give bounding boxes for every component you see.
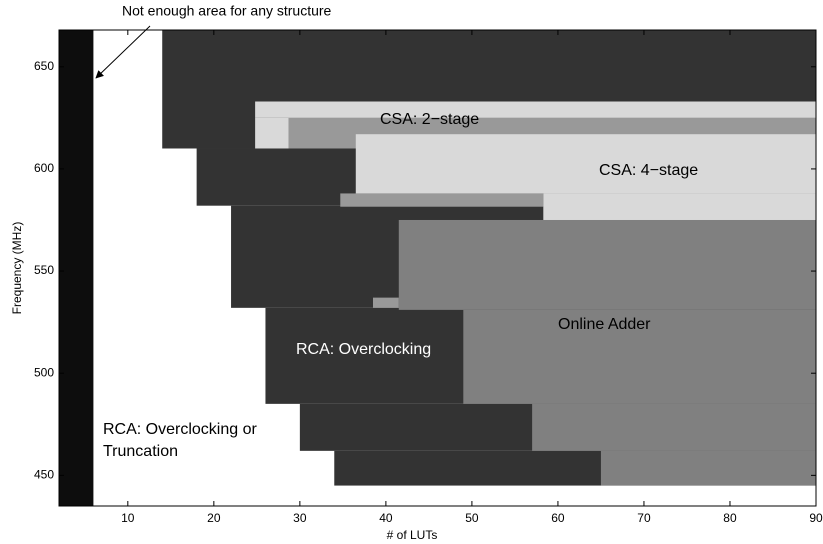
region <box>340 193 544 207</box>
x-axis-label: # of LUTs <box>387 528 438 542</box>
x-tick-label: 30 <box>293 511 307 525</box>
region <box>59 30 94 506</box>
x-tick-label: 10 <box>121 511 135 525</box>
annotation: RCA: Overclocking <box>296 341 431 358</box>
x-tick-label: 90 <box>809 511 823 525</box>
region <box>532 403 816 451</box>
region <box>372 297 399 308</box>
region <box>463 309 816 404</box>
regions <box>59 30 817 506</box>
plot-frame <box>58 29 817 507</box>
annotation: CSA: 2−stage <box>380 111 479 128</box>
annotation: Online Adder <box>558 316 651 333</box>
annotation: CSA: 4−stage <box>599 162 698 179</box>
x-tick-label: 80 <box>723 511 737 525</box>
y-tick-label: 650 <box>34 59 54 73</box>
y-tick-label: 550 <box>34 263 54 277</box>
x-tick-label: 20 <box>207 511 221 525</box>
annotation: Truncation <box>103 443 178 460</box>
region <box>255 117 289 149</box>
region <box>398 219 816 310</box>
region <box>255 101 816 118</box>
x-tick-label: 50 <box>465 511 479 525</box>
region <box>543 193 816 220</box>
annotation: Not enough area for any structure <box>122 3 332 19</box>
y-axis-label: Frequency (MHz) <box>10 222 24 315</box>
annotation: RCA: Overclocking or <box>103 421 257 438</box>
x-tick-label: 60 <box>551 511 565 525</box>
x-tick-label: 40 <box>379 511 393 525</box>
y-tick-label: 600 <box>34 161 54 175</box>
region <box>600 450 816 486</box>
region <box>355 134 816 194</box>
arrow <box>95 25 151 79</box>
y-tick-label: 500 <box>34 365 54 379</box>
y-tick-label: 450 <box>34 468 54 482</box>
x-tick-label: 70 <box>637 511 651 525</box>
